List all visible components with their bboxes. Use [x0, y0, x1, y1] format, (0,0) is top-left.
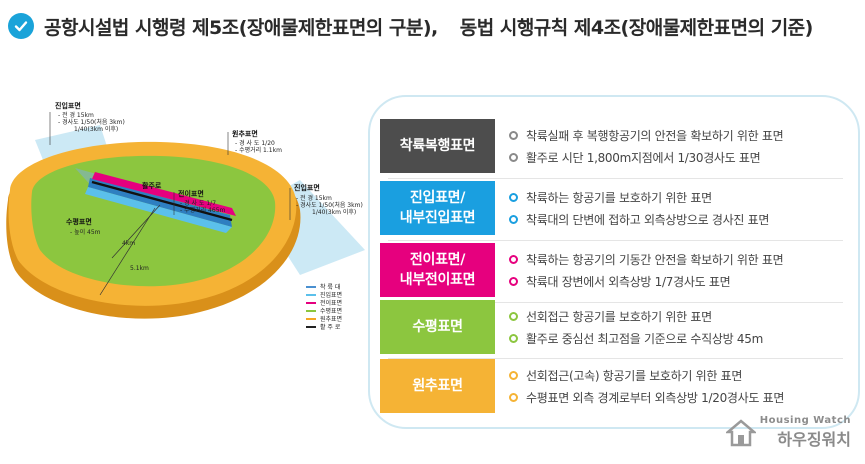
- bullet-icon: [509, 392, 518, 402]
- bullet-icon: [509, 152, 518, 162]
- transition-title: 전이표면: [178, 189, 204, 198]
- desc-line: 착륙하는 항공기의 기동간 안전을 확보하기 위한 표면: [509, 248, 850, 270]
- runway-line: [91, 180, 233, 222]
- row-approach: 진입표면/내부진입표면 착륙하는 항공기를 보호하기 위한 표면 착륙대의 단변…: [380, 181, 850, 235]
- desc-line: 선회접근(고속) 항공기를 보호하기 위한 표면: [509, 364, 850, 386]
- legend-item: 진입표면: [320, 291, 342, 299]
- svg-text:1/40(3km 이후): 1/40(3km 이후): [312, 208, 356, 216]
- bullet-icon: [509, 311, 518, 321]
- svg-text:- 경 사 도 1/7: - 경 사 도 1/7: [180, 199, 216, 207]
- legend-item: 착 륙 대: [320, 283, 340, 291]
- svg-text:- 수평거리 465m: - 수평거리 465m: [180, 206, 226, 214]
- desc-line: 착륙실패 후 복행항공기의 안전을 확보하기 위한 표면: [509, 124, 850, 146]
- svg-text:- 수평거리 1.1km: - 수평거리 1.1km: [235, 146, 282, 154]
- category-label: 진입표면/내부진입표면: [380, 181, 495, 235]
- title-part-2: 동법 시행규칙 제4조(장애물제한표면의 기준): [459, 16, 814, 39]
- bullet-icon: [509, 254, 518, 264]
- bullet-icon: [509, 333, 518, 343]
- house-logo-icon: [725, 418, 756, 446]
- approach-surface-inner: [85, 187, 232, 233]
- category-label: 착륙복행표면: [380, 119, 495, 173]
- page-title: 공항시설법 시행령 제5조(장애물제한표면의 구분), 동법 시행규칙 제4조(장…: [44, 13, 813, 40]
- dist-4km-label: 4km: [122, 240, 135, 247]
- approach-right-title: 진입표면: [294, 183, 320, 192]
- bullet-icon: [509, 370, 518, 380]
- diagram-legend: 착 륙 대 진입표면 전이표면 수평표면 원추표면 활 주 로: [306, 283, 342, 331]
- legend-item: 전이표면: [320, 299, 342, 307]
- desc-line: 착륙하는 항공기를 보호하기 위한 표면: [509, 186, 850, 208]
- category-label: 원추표면: [380, 359, 495, 413]
- svg-text:- 경사도 1/50(처음 3km): - 경사도 1/50(처음 3km): [296, 201, 363, 209]
- category-label: 전이표면/내부전이표면: [380, 243, 495, 297]
- transition-surface: [92, 172, 236, 216]
- svg-text:- 높이 45m: - 높이 45m: [70, 228, 101, 236]
- desc-line: 착륙대 장변에서 외측상방 1/7경사도 표면: [509, 270, 850, 292]
- legend-item: 활 주 로: [320, 323, 341, 331]
- legend-item: 수평표면: [320, 307, 342, 315]
- watermark: Housing Watch 하우징워치: [725, 415, 851, 450]
- dist-51km-label: 5.1km: [130, 265, 149, 272]
- obstacle-surface-diagram: 4km 5.1km 진입표면 - 전 경 15km - 경사도 1/50(처음 …: [0, 90, 365, 370]
- conical-title: 원추표면: [232, 129, 258, 138]
- bullet-icon: [509, 130, 518, 140]
- desc-line: 수평표면 외측 경계로부터 외측상방 1/20경사도 표면: [509, 386, 850, 408]
- approach-left-title: 진입표면: [55, 101, 81, 110]
- title-part-1: 공항시설법 시행령 제5조(장애물제한표면의 구분),: [44, 16, 438, 39]
- desc-line: 활주로 중심선 최고점을 기준으로 수직상방 45m: [509, 327, 850, 349]
- runway-label: 활주로: [142, 181, 162, 190]
- page-header: 공항시설법 시행령 제5조(장애물제한표면의 구분), 동법 시행규칙 제4조(장…: [8, 6, 813, 46]
- bullet-icon: [509, 214, 518, 224]
- desc-line: 착륙대의 단변에 접하고 외측상방으로 경사진 표면: [509, 208, 850, 230]
- svg-text:- 경사도 1/50(처음 3km): - 경사도 1/50(처음 3km): [58, 118, 125, 126]
- bullet-icon: [509, 276, 518, 286]
- row-missed-approach: 착륙복행표면 착륙실패 후 복행항공기의 안전을 확보하기 위한 표면 활주로 …: [380, 119, 850, 173]
- legend-item: 원추표면: [320, 315, 342, 323]
- desc-line: 활주로 시단 1,800m지점에서 1/30경사도 표면: [509, 146, 850, 168]
- watermark-ko: 하우징워치: [777, 430, 851, 449]
- row-conical: 원추표면 선회접근(고속) 항공기를 보호하기 위한 표면 수평표면 외측 경계…: [380, 359, 850, 413]
- check-circle-icon: [8, 13, 34, 39]
- horizontal-title: 수평표면: [66, 217, 92, 226]
- svg-text:- 경 사 도 1/20: - 경 사 도 1/20: [235, 139, 275, 147]
- svg-text:- 전 경 15km: - 전 경 15km: [58, 111, 94, 119]
- row-horizontal: 수평표면 선회접근 항공기를 보호하기 위한 표면 활주로 중심선 최고점을 기…: [380, 300, 850, 354]
- bullet-icon: [509, 192, 518, 202]
- svg-text:- 전 경 15km: - 전 경 15km: [296, 194, 332, 202]
- row-transition: 전이표면/내부전이표면 착륙하는 항공기의 기동간 안전을 확보하기 위한 표면…: [380, 243, 850, 297]
- svg-text:1/40(3km 이후): 1/40(3km 이후): [74, 125, 118, 133]
- watermark-en: Housing Watch: [759, 415, 851, 426]
- desc-line: 선회접근 항공기를 보호하기 위한 표면: [509, 305, 850, 327]
- category-label: 수평표면: [380, 300, 495, 354]
